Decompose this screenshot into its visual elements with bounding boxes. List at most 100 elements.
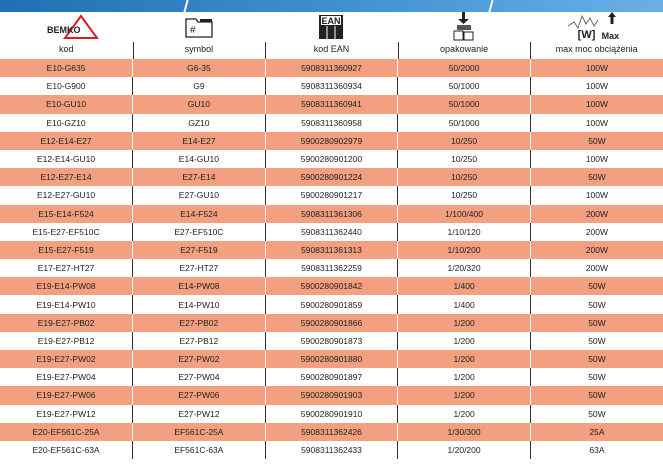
cell-opakowanie: 1/20/320	[397, 259, 531, 278]
cell-kod: E19-E27-PB12	[37, 335, 95, 346]
cell-kod: E19-E27-PW06	[0, 386, 133, 405]
cell-symbol: E27-GU10	[132, 186, 266, 205]
table-row: E19-E27-PW04 E27-PW04 5900280901897 1/200 50…	[0, 368, 663, 387]
cell-symbol: GU10	[132, 95, 266, 114]
cell-ean: 5908311360927	[264, 59, 398, 78]
cell-opakowanie: 10/250	[397, 186, 531, 205]
product-table: E10-G635 G6-35 5908311360927 50/2000 100W E10…	[0, 59, 663, 460]
table-row: E19-E27-PW12 E27-PW12 5900280901910 1/200 50…	[0, 404, 663, 423]
cell-symbol: EF561C-63A	[132, 440, 266, 460]
cell-opakowanie: 50/1000	[397, 95, 531, 114]
cell-kod: E20-EF561C-25A	[0, 422, 133, 441]
header-opakowanie: opakowanie	[397, 12, 531, 60]
cell-opakowanie: 1/10/120	[397, 222, 531, 241]
table-row: E15-E27-EF510C E27-EF510C 5908311362440 1/1…	[0, 222, 663, 241]
cell-max-power: 200W	[529, 222, 663, 241]
cell-kod: E10-GU10	[0, 95, 133, 114]
cell-max-power: 50W	[529, 295, 663, 314]
cell-opakowanie: 50/1000	[397, 113, 531, 132]
cell-symbol: EF561C-25A	[132, 422, 266, 441]
cell-max-power: 200W	[529, 259, 663, 278]
cell-ean: 5900280901200	[264, 149, 398, 169]
table-row: E12-E27-GU10 E27-GU10 5900280901217 10/250 1…	[0, 186, 663, 205]
cell-ean: 5900280901873	[264, 331, 398, 350]
cell-symbol: E27-E14	[132, 168, 266, 187]
cell-opakowanie: 1/200	[397, 368, 531, 387]
cell-max-power: 200W	[529, 204, 663, 223]
cell-max-power: 50W	[529, 313, 663, 332]
table-row: E19-E27-PB12 E27-PB12 5900280901873 1/200 50…	[0, 331, 663, 350]
cell-max-power: 50W	[529, 277, 663, 296]
cell-opakowanie: 1/200	[397, 313, 531, 332]
cell-ean: 5908311362433	[264, 440, 398, 460]
table-row: E10-G635 G6-35 5908311360927 50/2000 100W	[0, 59, 663, 78]
table-row: E19-E27-PW06 E27-PW06 5900280901903 1/200 50…	[0, 386, 663, 405]
cell-opakowanie: 1/200	[397, 404, 531, 423]
cell-symbol: G9	[132, 77, 266, 96]
cell-ean: 5908311361306	[264, 204, 398, 223]
cell-opakowanie: 1/200	[397, 331, 531, 350]
cell-ean: 5900280901859	[264, 295, 398, 314]
cell-opakowanie: 10/250	[397, 149, 531, 169]
table-row: E10-GU10 GU10 5908311360941 50/1000 100W	[0, 95, 663, 114]
cell-symbol: E27-HT27	[132, 259, 266, 278]
cell-ean: 5908311362440	[264, 222, 398, 241]
cell-max-power: 100W	[529, 59, 663, 78]
cell-symbol: E27-PB02	[132, 313, 266, 332]
cell-max-power: 50W	[529, 350, 663, 369]
cell-max-power: 50W	[529, 386, 663, 405]
ean-barcode-icon: EAN	[265, 12, 398, 42]
cell-symbol: E14-PW08	[132, 277, 266, 296]
cell-kod: E19-E14-PW08	[0, 277, 133, 296]
header-kod: BEMKO kod	[0, 12, 133, 60]
cell-symbol: E27-PB12	[132, 331, 266, 350]
svg-text:BEMKO: BEMKO	[47, 25, 81, 35]
table-row: E20-EF561C-25A EF561C-25A 5908311362426 1/3…	[0, 422, 663, 441]
cell-symbol: E27-PW12	[132, 404, 266, 423]
cell-symbol: E14-PW10	[132, 295, 266, 314]
cell-ean: 5900280901217	[264, 186, 398, 205]
cell-max-power: 50W	[529, 168, 663, 187]
cell-kod: E12-E14-GU10	[36, 154, 96, 165]
cell-opakowanie: 1/400	[397, 295, 531, 314]
cell-max-power: 50W	[529, 368, 663, 387]
cell-max-power: 100W	[529, 113, 663, 132]
cell-symbol: E27-EF510C	[132, 222, 266, 241]
table-row: E12-E14-GU10 E14-GU10 5900280901200 10/250 1…	[0, 149, 663, 169]
cell-kod: E19-E14-PW10	[36, 299, 96, 310]
cell-opakowanie: 1/200	[397, 350, 531, 369]
cell-ean: 5900280901842	[264, 277, 398, 296]
cell-ean: 5908311360941	[264, 95, 398, 114]
power-max-label: Max	[601, 31, 620, 41]
table-header: BEMKO kod # symbol EAN kod EAN opakowani…	[0, 12, 663, 60]
cell-ean: 5908311362259	[264, 259, 398, 278]
header-ean: EAN kod EAN	[265, 12, 398, 60]
bemko-logo-icon: BEMKO	[0, 12, 133, 42]
cell-max-power: 100W	[529, 95, 663, 114]
cell-symbol: E14-F524	[132, 204, 266, 223]
cell-ean: 5900280902979	[264, 131, 398, 150]
table-row: E15-E14-F524 E14-F524 5908311361306 1/100/4…	[0, 204, 663, 223]
table-row: E19-E14-PW10 E14-PW10 5900280901859 1/400 50…	[0, 295, 663, 314]
cell-symbol: E14-E27	[132, 131, 266, 150]
cell-kod: E10-G635	[0, 59, 133, 78]
cell-max-power: 100W	[529, 186, 663, 205]
cell-ean: 5900280901910	[264, 404, 398, 423]
cell-kod: E20-EF561C-63A	[32, 445, 100, 456]
folder-hash-icon: #	[133, 12, 266, 42]
cell-symbol: E27-PW02	[132, 350, 266, 369]
svg-text:EAN: EAN	[322, 16, 341, 26]
cell-ean: 5908311360958	[264, 113, 398, 132]
cell-symbol: E27-PW04	[132, 368, 266, 387]
cell-max-power: 50W	[529, 331, 663, 350]
table-row: E15-E27-F519 E27-F519 5908311361313 1/10/20…	[0, 240, 663, 260]
cell-kod: E17-E27-HT27	[37, 263, 95, 274]
cell-symbol: G6-35	[132, 59, 266, 78]
table-row: E19-E27-PB02 E27-PB02 5900280901866 1/200 50…	[0, 313, 663, 332]
cell-max-power: 50W	[529, 131, 663, 150]
cell-symbol: GZ10	[132, 113, 266, 132]
cell-opakowanie: 1/100/400	[397, 204, 531, 223]
table-row: E12-E27-E14 E27-E14 5900280901224 10/250 50W	[0, 168, 663, 187]
table-row: E12-E14-E27 E14-E27 5900280902979 10/250 50W	[0, 131, 663, 150]
